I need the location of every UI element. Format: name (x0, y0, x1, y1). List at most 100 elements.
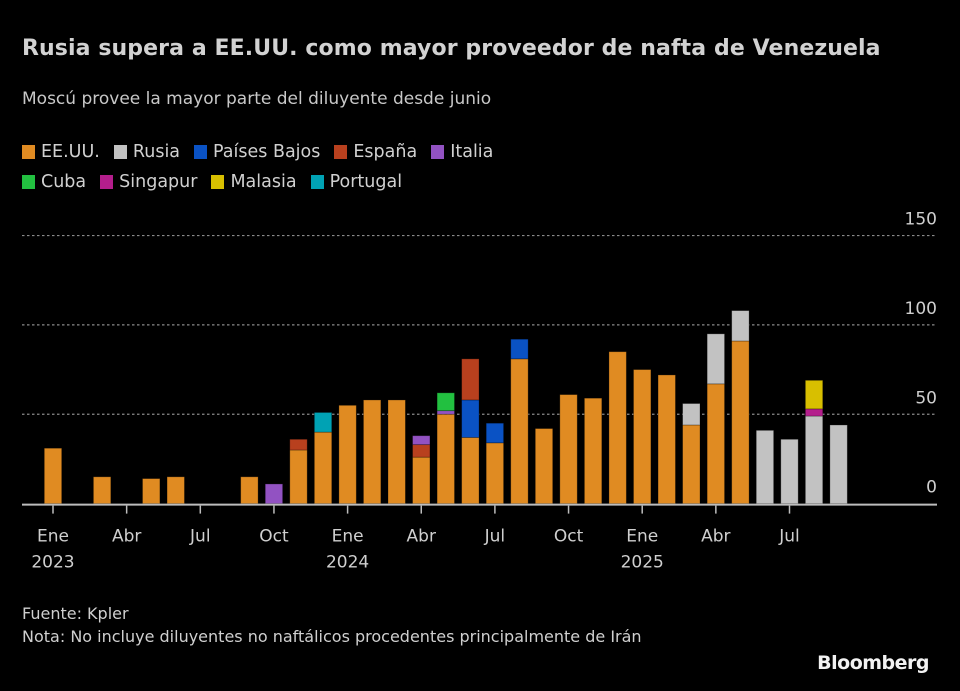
x-axis-labels: Ene 2023 Abr Jul Oct Ene 2024 Abr Jul Oct Ene 2025 A… (31, 527, 799, 573)
bar-ee-uu--2024-08 (510, 358, 529, 504)
bar-italia-2024-04 (412, 435, 431, 446)
bar-stack-2023-10 (264, 483, 284, 504)
bar-rusia-2025-08 (804, 415, 824, 504)
bar-ee-uu--2024-04 (412, 456, 431, 505)
bars (43, 310, 848, 505)
x-tick-label-12: Ene (332, 527, 364, 547)
legend-swatch-espana (334, 145, 348, 159)
bar-stack-2025-07 (780, 438, 799, 505)
bar-portugal-2023-12 (313, 412, 333, 433)
legend-label-portugal: Portugal (329, 172, 403, 192)
footnote: Nota: No incluye diluyentes no naftálico… (22, 627, 642, 646)
bar-espa-a-2023-11 (289, 438, 308, 451)
legend-item-rusia: Rusia (113, 142, 181, 162)
legend-swatch-malasia (211, 175, 225, 189)
bar-stack-2024-05 (436, 392, 455, 504)
x-tick-label-21: Oct (554, 527, 584, 547)
bar-stack-2024-06 (461, 358, 480, 504)
bar-ee-uu--2023-01 (43, 447, 63, 505)
bar-ee-uu--2023-03 (93, 476, 112, 505)
bar-espa-a-2024-04 (412, 444, 431, 458)
legend-swatch-portugal (310, 175, 324, 189)
bar-pa-ses-bajos-2024-06 (461, 399, 480, 438)
legend-label-singapur: Singapur (119, 172, 198, 192)
bar-stack-2025-08 (804, 379, 824, 504)
x-tick-label-18: Jul (484, 527, 506, 547)
legend-swatch-rusia (113, 145, 127, 159)
legend-label-eeuu: EE.UU. (41, 142, 100, 162)
y-tick-label-150: 150 (905, 210, 937, 230)
legend-label-malasia: Malasia (230, 172, 297, 192)
legend-item-portugal: Portugal (310, 172, 403, 192)
x-tick-label-6: Jul (189, 527, 211, 547)
bar-ee-uu--2024-09 (534, 428, 554, 504)
legend-label-rusia: Rusia (132, 142, 181, 162)
bar-italia-2024-05 (436, 410, 455, 415)
chart-title: Rusia supera a EE.UU. como mayor proveed… (22, 36, 881, 61)
bar-stack-2024-03 (387, 399, 406, 505)
y-tick-label-0: 0 (926, 478, 937, 498)
bar-rusia-2025-04 (706, 333, 725, 385)
x-tick-label-9: Oct (259, 527, 289, 547)
legend-item-singapur: Singapur (100, 172, 197, 192)
bar-singapur-2025-08 (804, 408, 824, 417)
bar-stack-2023-06 (166, 476, 185, 505)
bar-stack-2023-09 (240, 476, 259, 505)
bar-cuba-2024-05 (436, 392, 455, 412)
bar-stack-2025-05 (731, 310, 750, 505)
bar-stack-2023-05 (142, 478, 161, 505)
bar-ee-uu--2025-04 (706, 383, 725, 504)
bar-ee-uu--2023-11 (289, 449, 308, 504)
bar-rusia-2025-03 (682, 403, 701, 426)
x-tick-label-27: Abr (701, 527, 730, 547)
legend-label-paises-bajos: Países Bajos (213, 142, 321, 162)
bar-stack-2025-04 (706, 333, 725, 504)
x-tick-label-24: Ene (626, 527, 658, 547)
bar-rusia-2025-09 (829, 424, 848, 504)
legend-swatch-eeuu (22, 145, 35, 159)
legend-item-paises-bajos: Países Bajos (194, 142, 320, 162)
legend: EE.UU. Rusia Países Bajos España Italia … (22, 137, 722, 197)
bar-stack-2025-01 (633, 369, 652, 505)
legend-item-espana: España (334, 142, 417, 162)
stacked-bar-chart: 0 50 100 150 Ene 2023 Abr Jul Oct Ene 2024 Abr Jul O… (22, 210, 937, 573)
legend-swatch-paises-bajos (194, 145, 208, 159)
bar-espa-a-2024-06 (461, 358, 480, 401)
legend-item-malasia: Malasia (211, 172, 297, 192)
bar-ee-uu--2024-11 (584, 397, 603, 504)
bar-ee-uu--2025-02 (657, 374, 676, 505)
legend-label-cuba: Cuba (41, 172, 87, 192)
bar-ee-uu--2023-09 (240, 476, 259, 505)
legend-row-1: EE.UU. Rusia Países Bajos España Italia (22, 137, 722, 167)
bar-ee-uu--2024-02 (363, 399, 382, 505)
bar-ee-uu--2025-05 (731, 340, 750, 505)
legend-item-cuba: Cuba (22, 172, 86, 192)
legend-swatch-italia (431, 145, 445, 159)
bar-ee-uu--2024-05 (436, 413, 455, 504)
y-axis-labels: 0 50 100 150 (905, 210, 937, 498)
bar-ee-uu--2024-01 (338, 404, 357, 505)
bar-pa-ses-bajos-2024-08 (510, 338, 529, 360)
x-tick-label-15: Abr (407, 527, 436, 547)
bar-stack-2025-03 (682, 403, 701, 504)
bar-ee-uu--2025-03 (682, 424, 701, 504)
legend-label-italia: Italia (450, 142, 494, 162)
x-tick-label-3: Abr (112, 527, 141, 547)
source-note: Fuente: Kpler (22, 604, 129, 623)
bar-malasia-2025-08 (804, 379, 824, 410)
bar-rusia-2025-05 (731, 310, 750, 342)
bar-stack-2024-04 (412, 435, 431, 505)
bar-stack-2024-09 (534, 428, 554, 504)
x-tick-year-2025: 2025 (621, 553, 664, 573)
bloomberg-logo: Bloomberg (817, 652, 929, 674)
bar-stack-2024-08 (510, 338, 529, 504)
bar-stack-2023-12 (313, 412, 333, 504)
bar-stack-2024-12 (608, 351, 627, 504)
chart-subtitle: Moscú provee la mayor parte del diluyent… (22, 89, 492, 109)
bar-pa-ses-bajos-2024-07 (485, 422, 505, 444)
bar-stack-2023-11 (289, 438, 308, 504)
footer: Fuente: Kpler Nota: No incluye diluyente… (22, 602, 642, 648)
bar-ee-uu--2024-03 (387, 399, 406, 505)
x-tick-label-0: Ene (37, 527, 69, 547)
bar-ee-uu--2024-10 (559, 394, 578, 504)
